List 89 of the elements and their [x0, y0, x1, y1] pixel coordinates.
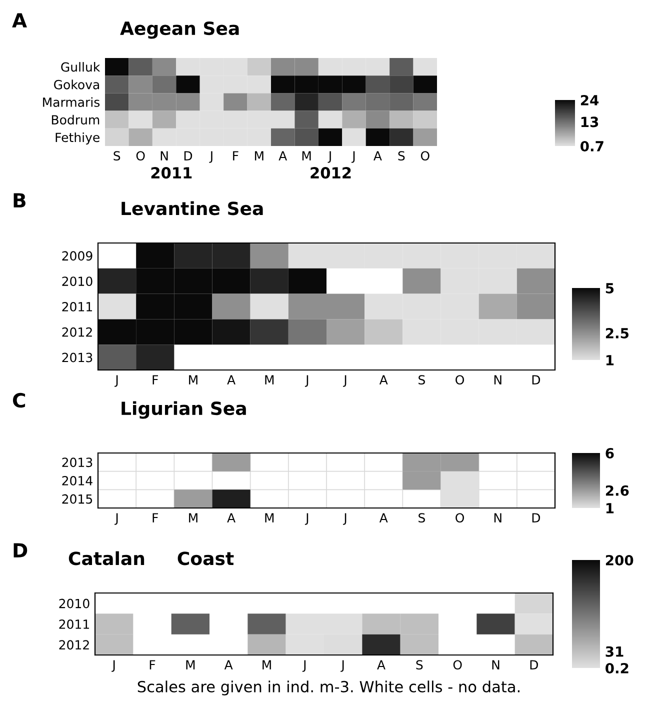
x-tick-label: F: [152, 513, 158, 522]
x-tick-label: O: [456, 375, 464, 385]
x-tick-label: A: [379, 375, 388, 384]
x-tick-label: A: [227, 375, 236, 384]
x-tick-label: A: [377, 660, 386, 670]
x-tick-label: O: [456, 513, 464, 523]
color-bar-label: 200: [606, 554, 634, 566]
x-tick-label: S: [418, 375, 425, 385]
x-tick-label: M: [254, 151, 264, 160]
y-tick-label: Bodrum: [52, 114, 100, 125]
x-tick-label: A: [227, 513, 236, 522]
x-tick-label: A: [278, 151, 288, 160]
x-tick-label: N: [492, 660, 500, 670]
y-tick-label: 2015: [62, 494, 92, 504]
y-tick-label: 2009: [62, 251, 92, 261]
x-tick-label: O: [136, 151, 145, 161]
x-tick-label: D: [532, 513, 540, 522]
y-tick-label: 2014: [62, 476, 92, 486]
x-tick-label: M: [265, 513, 274, 522]
text: D: [14, 543, 28, 558]
color-bar-label: 1: [606, 503, 614, 514]
x-tick-label: S: [398, 151, 405, 161]
y-tick-label: Gulluk: [61, 62, 100, 72]
x-tick-label: D: [184, 151, 192, 160]
color-bar-label: 5: [606, 283, 614, 294]
text: A: [12, 13, 27, 28]
color-bar-label: 2.5: [606, 328, 628, 338]
x-tick-label: J: [328, 151, 331, 163]
x-tick-label: N: [494, 375, 502, 384]
color-bar-label: 0.7: [580, 140, 604, 152]
x-tick-label: S: [416, 660, 423, 670]
color-bar-label: 24: [580, 94, 599, 106]
text: Scales are given in ind. m-3. White cells - no data.: [138, 680, 520, 696]
x-tick-label: J: [114, 375, 118, 387]
y-tick-label: Marmaris: [43, 97, 100, 107]
x-tick-label: F: [152, 375, 158, 384]
text: C: [12, 392, 26, 408]
x-tick-label: J: [352, 151, 355, 163]
x-tick-label: J: [114, 513, 118, 525]
x-tick-label: M: [262, 660, 271, 670]
color-bar-label: 0.2: [606, 662, 628, 674]
chart-title: Aegean Sea: [120, 21, 239, 39]
x-tick-label: F: [150, 660, 156, 670]
color-bar-label: 6: [606, 448, 614, 458]
x-tick-label: N: [494, 513, 502, 522]
x-tick-label: O: [420, 151, 430, 161]
x-tick-label: N: [160, 151, 168, 160]
color-bar-label: 2.6: [606, 485, 629, 496]
x-tick-label: A: [374, 151, 382, 160]
x-tick-label: M: [186, 660, 195, 670]
color-bar-label: 13: [581, 116, 598, 128]
x-tick-label: J: [112, 660, 115, 672]
y-tick-label: 2011: [62, 302, 92, 312]
chart-title: Catalan Coast: [68, 551, 234, 566]
x-tick-label: S: [114, 151, 120, 161]
y-tick-label: 2013: [62, 458, 92, 468]
y-tick-label: Fethiye: [56, 132, 100, 145]
x-tick-label: J: [304, 375, 308, 387]
x-tick-label: D: [532, 375, 540, 384]
y-tick-label: 2012: [62, 327, 92, 337]
text: 2012: [310, 167, 351, 179]
x-tick-label: J: [209, 151, 212, 163]
y-tick-label: 2010: [59, 598, 90, 608]
x-tick-label: M: [265, 375, 274, 384]
color-bar-label: 1: [606, 355, 614, 366]
color-bar-label: 31: [606, 646, 624, 657]
x-tick-label: D: [530, 660, 538, 670]
x-tick-label: M: [189, 375, 198, 384]
x-tick-label: S: [418, 513, 425, 523]
y-tick-label: 2011: [59, 619, 89, 629]
x-tick-label: O: [453, 660, 462, 670]
x-tick-label: J: [302, 660, 306, 672]
y-tick-label: 2013: [62, 352, 92, 362]
x-tick-label: M: [302, 151, 311, 160]
x-tick-label: A: [224, 660, 233, 670]
x-tick-label: A: [379, 513, 388, 522]
chart-title: Levantine Sea: [122, 201, 263, 216]
x-tick-label: J: [343, 513, 346, 525]
x-tick-label: F: [233, 151, 238, 160]
text: B: [14, 193, 26, 208]
chart-title: Ligurian Sea: [122, 401, 246, 419]
x-tick-label: J: [304, 513, 308, 525]
y-tick-label: 2010: [62, 276, 92, 286]
y-tick-label: Gokova: [54, 80, 100, 90]
x-tick-label: J: [343, 375, 346, 387]
x-tick-label: J: [340, 660, 344, 672]
x-tick-label: M: [189, 513, 198, 522]
text: 2011: [151, 167, 192, 179]
y-tick-label: 2012: [59, 640, 89, 650]
